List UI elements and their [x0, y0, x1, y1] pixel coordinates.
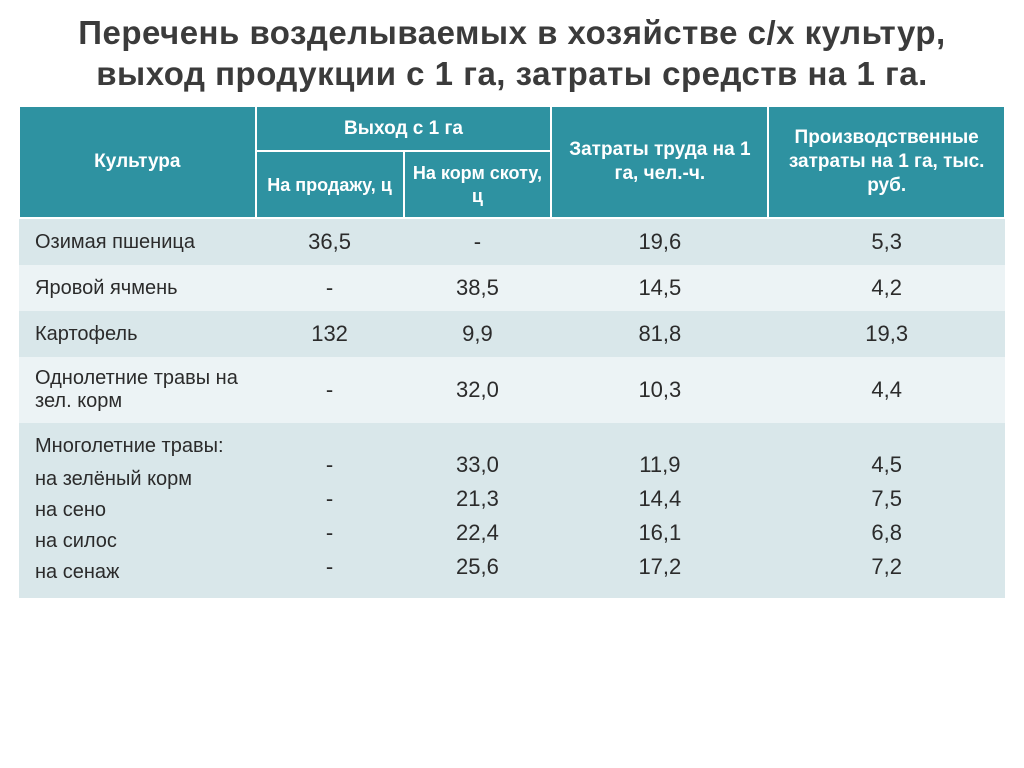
cell-cost: 4,5 7,5 6,8 7,2: [768, 423, 1005, 598]
title-line-1: Перечень возделываемых в хозяйстве с/х к…: [26, 12, 998, 53]
cell-sale: - - - -: [256, 423, 404, 598]
cell-sale: -: [256, 265, 404, 311]
page-title: Перечень возделываемых в хозяйстве с/х к…: [26, 12, 998, 95]
table-row: Озимая пшеница 36,5 - 19,6 5,3: [19, 218, 1005, 265]
cell-feed: 33,0 21,3 22,4 25,6: [404, 423, 552, 598]
cell-cost: 4,2: [768, 265, 1005, 311]
cell-cost: 4,4: [768, 357, 1005, 423]
cell-feed: 38,5: [404, 265, 552, 311]
cell-culture: Озимая пшеница: [19, 218, 256, 265]
page: Перечень возделываемых в хозяйстве с/х к…: [0, 0, 1024, 768]
table-body: Озимая пшеница 36,5 - 19,6 5,3 Яровой яч…: [19, 218, 1005, 598]
cell-culture-multi: Многолетние травы: на зелёный корм на се…: [19, 423, 256, 598]
cell-sale: 132: [256, 311, 404, 357]
cell-culture-subs: на зелёный корм на сено на силос на сена…: [35, 464, 246, 588]
table-row: Однолетние травы на зел. корм - 32,0 10,…: [19, 357, 1005, 423]
cell-sale: 36,5: [256, 218, 404, 265]
cell-sale: -: [256, 357, 404, 423]
cell-cost: 5,3: [768, 218, 1005, 265]
col-yield-sale: На продажу, ц: [256, 151, 404, 218]
cell-labor: 11,9 14,4 16,1 17,2: [551, 423, 768, 598]
table-header: Культура Выход с 1 га Затраты труда на 1…: [19, 106, 1005, 219]
cell-labor: 14,5: [551, 265, 768, 311]
cell-feed: -: [404, 218, 552, 265]
col-labor: Затраты труда на 1 га, чел.-ч.: [551, 106, 768, 219]
col-cost: Производственные затраты на 1 га, тыс. р…: [768, 106, 1005, 219]
cell-culture: Однолетние травы на зел. корм: [19, 357, 256, 423]
cell-culture-main: Многолетние травы:: [35, 433, 246, 460]
title-line-2: выход продукции с 1 га, затраты средств …: [26, 53, 998, 94]
table-row: Яровой ячмень - 38,5 14,5 4,2: [19, 265, 1005, 311]
col-yield-feed: На корм скоту, ц: [404, 151, 552, 218]
cell-labor: 10,3: [551, 357, 768, 423]
cell-cost: 19,3: [768, 311, 1005, 357]
col-culture: Культура: [19, 106, 256, 219]
col-yield-group: Выход с 1 га: [256, 106, 552, 152]
cell-culture: Яровой ячмень: [19, 265, 256, 311]
crops-table: Культура Выход с 1 га Затраты труда на 1…: [18, 105, 1006, 599]
cell-feed: 9,9: [404, 311, 552, 357]
table-row: Многолетние травы: на зелёный корм на се…: [19, 423, 1005, 598]
cell-feed: 32,0: [404, 357, 552, 423]
cell-labor: 81,8: [551, 311, 768, 357]
cell-culture: Картофель: [19, 311, 256, 357]
table-row: Картофель 132 9,9 81,8 19,3: [19, 311, 1005, 357]
cell-labor: 19,6: [551, 218, 768, 265]
